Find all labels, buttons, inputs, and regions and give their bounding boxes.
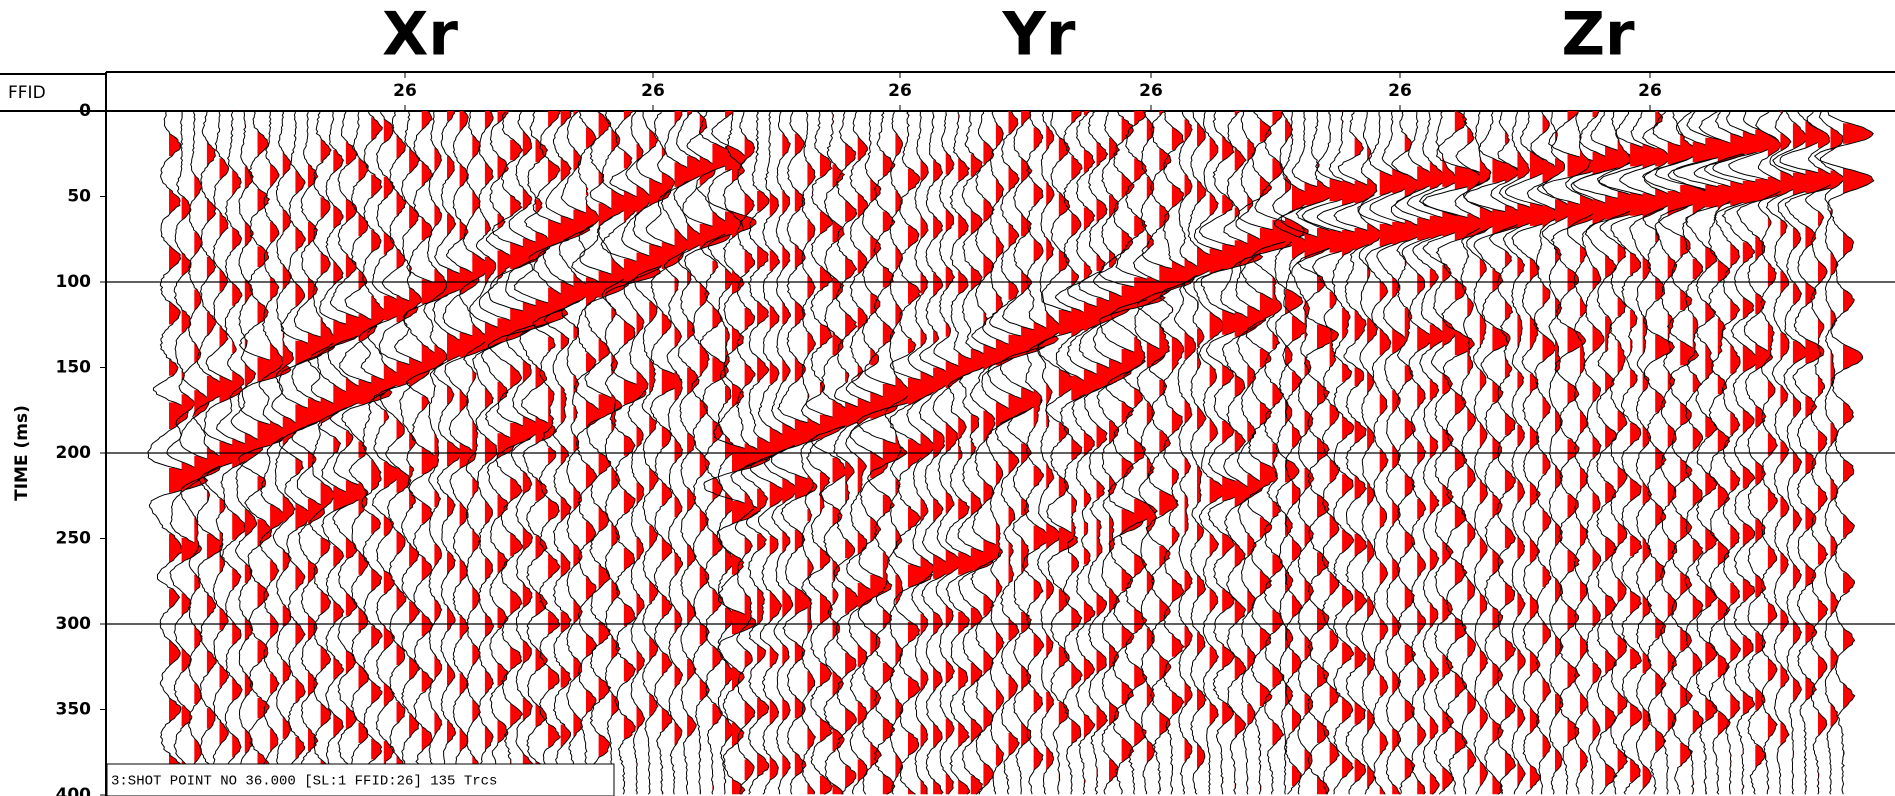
trace-fill: [983, 142, 1004, 786]
x-tick-label: 26: [1638, 81, 1662, 101]
trace-fill: [1480, 158, 1501, 786]
trace-fill: [346, 142, 374, 788]
panel-title: Zr: [1561, 0, 1635, 70]
x-tick-label: 26: [1139, 81, 1163, 101]
footnote: 3:SHOT POINT NO 36.000 [SL:1 FFID:26] 13…: [111, 774, 497, 790]
trace-fill: [1210, 138, 1240, 780]
trace-fill: [1693, 142, 1722, 793]
trace-fill: [1805, 121, 1841, 790]
trace-fill: [649, 130, 677, 793]
y-tick-label: 200: [56, 443, 92, 463]
trace-fill: [1342, 111, 1369, 778]
x-tick-label: 26: [393, 81, 417, 101]
x-tick-label: 26: [641, 81, 665, 101]
trace-fill: [637, 144, 662, 795]
trace-fill: [1843, 123, 1874, 755]
trace-fill: [371, 117, 390, 759]
y-tick-label: 300: [56, 614, 92, 634]
x-tick-label: 26: [1388, 81, 1412, 101]
trace-fill: [1134, 111, 1171, 745]
trace-fill: [1605, 146, 1644, 786]
page: {"chart_data": {"type": "wiggle", "panel…: [0, 0, 1895, 796]
y-tick-label: 50: [67, 187, 91, 207]
trace-fill: [1109, 138, 1133, 782]
trace-fill: [1292, 111, 1310, 786]
panel-title: Xr: [382, 0, 458, 70]
trace-fill: [1172, 127, 1196, 790]
trace-fill: [675, 111, 695, 745]
y-tick-label: 150: [56, 358, 92, 378]
trace-fill: [1097, 142, 1124, 786]
trace-fill: [996, 123, 1019, 765]
y-tick-label: 0: [79, 101, 91, 121]
trace-fill: [1034, 127, 1053, 769]
trace-fill: [1831, 127, 1844, 790]
chart: Xr Yr Zr FFID TIME (ms) 0 50 100 150 200 250 3…: [0, 0, 1895, 796]
trace-fill: [245, 121, 263, 794]
trace-fill: [333, 150, 361, 794]
y-tick-label: 100: [56, 272, 92, 292]
y-tick-label: 350: [56, 700, 92, 720]
y-axis-label: TIME (ms): [12, 405, 32, 501]
y-tick-label: 400: [56, 785, 92, 796]
x-axis-label: FFID: [8, 83, 46, 103]
trace-fill: [1818, 130, 1836, 793]
trace-fill: [782, 134, 803, 778]
y-tick-label: 250: [56, 529, 92, 549]
trace-fill: [1517, 152, 1540, 786]
trace-fill: [1643, 144, 1667, 788]
trace-fill: [182, 111, 202, 784]
x-tick-label: 26: [888, 81, 912, 101]
panel-title: Yr: [1001, 0, 1075, 70]
